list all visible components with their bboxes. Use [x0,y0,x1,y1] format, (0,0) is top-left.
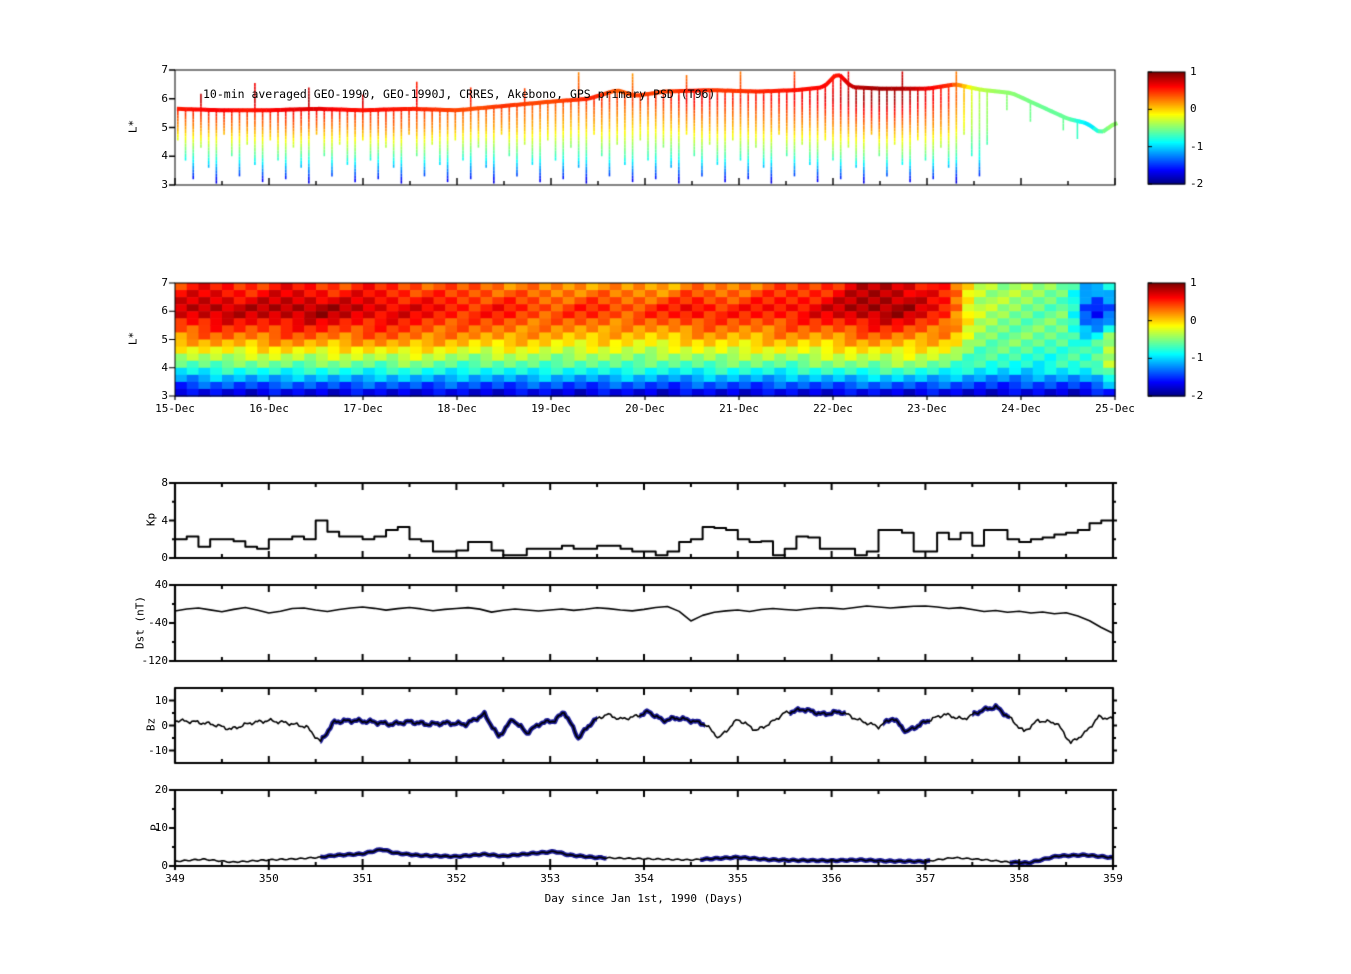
x-tick-label: 351 [352,872,373,885]
p-panel [165,780,1123,876]
y-tick-label: 7 [161,276,168,289]
y-tick-label: 5 [161,332,168,346]
colorbar-tick-label: -2 [1190,177,1204,190]
date-tick-label: 21-Dec [719,402,759,415]
colorbar-bottom-canvas [1138,273,1195,406]
bz-canvas [165,678,1123,773]
kp-panel [165,473,1123,568]
y-tick-label: 4 [161,360,168,374]
bz-panel [165,678,1123,773]
colorbar-tick-label: -1 [1190,139,1204,153]
x-tick-label: 356 [821,872,842,885]
date-tick-label: 19-Dec [531,402,571,415]
y-tick-label: 4 [161,513,168,527]
scatter-title: 10-min averaged GEO-1990, GEO-1990J, CRR… [203,87,716,101]
psd-scatter-panel: 10-min averaged GEO-1990, GEO-1990J, CRR… [165,60,1125,195]
x-tick-label: 352 [446,872,467,885]
y-tick-label: 10 [154,693,168,707]
y-tick-label: -10 [148,743,168,757]
colorbar-tick-label: 0 [1190,313,1197,327]
colorbar-bottom [1138,273,1195,406]
x-tick-label: 350 [258,872,279,885]
psd-heatmap-canvas [165,273,1125,406]
date-tick-label: 24-Dec [1001,402,1041,415]
x-tick-label: 358 [1009,872,1030,885]
x-tick-label: 355 [727,872,748,885]
kp-canvas [165,473,1123,568]
colorbar-tick-label: 1 [1190,65,1197,78]
y-tick-label: 3 [161,178,168,191]
dst-canvas [165,575,1123,671]
x-axis-label: Day since Jan 1st, 1990 (Days) [544,892,744,905]
p-canvas [165,780,1123,876]
y-tick-label: 0 [161,718,168,732]
y-tick-label: 8 [161,476,168,489]
x-tick-label: 354 [634,872,654,885]
y-tick-label: -120 [141,654,169,667]
psd-scatter-canvas [165,60,1125,195]
date-tick-label: 25-Dec [1095,402,1135,415]
date-tick-label: 23-Dec [907,402,947,415]
date-tick-label: 22-Dec [813,402,853,415]
date-tick-label: 17-Dec [343,402,383,415]
x-tick-label: 357 [915,872,936,885]
colorbar-tick-label: -2 [1190,389,1204,402]
colorbar-top [1138,62,1195,194]
y-tick-label: 7 [161,63,168,76]
y-tick-label: 4 [161,149,168,163]
y-tick-label: 0 [161,859,168,872]
date-tick-label: 18-Dec [437,402,477,415]
x-tick-label: 349 [165,872,185,885]
colorbar-tick-label: -1 [1190,351,1204,365]
y-tick-label: -40 [148,616,168,629]
y-tick-label: 20 [154,783,168,796]
x-tick-label: 353 [540,872,561,885]
y-tick-label: 6 [161,91,168,105]
y-tick-label: 3 [161,389,168,402]
y-tick-label: 0 [161,551,168,564]
y-tick-label: 5 [161,120,168,134]
date-tick-label: 20-Dec [625,402,665,415]
colorbar-tick-label: 1 [1190,276,1197,289]
colorbar-tick-label: 0 [1190,102,1197,116]
y-tick-label: 40 [154,578,168,591]
date-tick-label: 16-Dec [249,402,289,415]
x-tick-label: 359 [1103,872,1123,885]
y-tick-label: 6 [161,304,168,318]
date-tick-label: 15-Dec [155,402,195,415]
psd-heatmap-panel [165,273,1125,406]
dst-panel [165,575,1123,671]
y-tick-label: 10 [154,821,168,834]
colorbar-top-canvas [1138,62,1195,194]
